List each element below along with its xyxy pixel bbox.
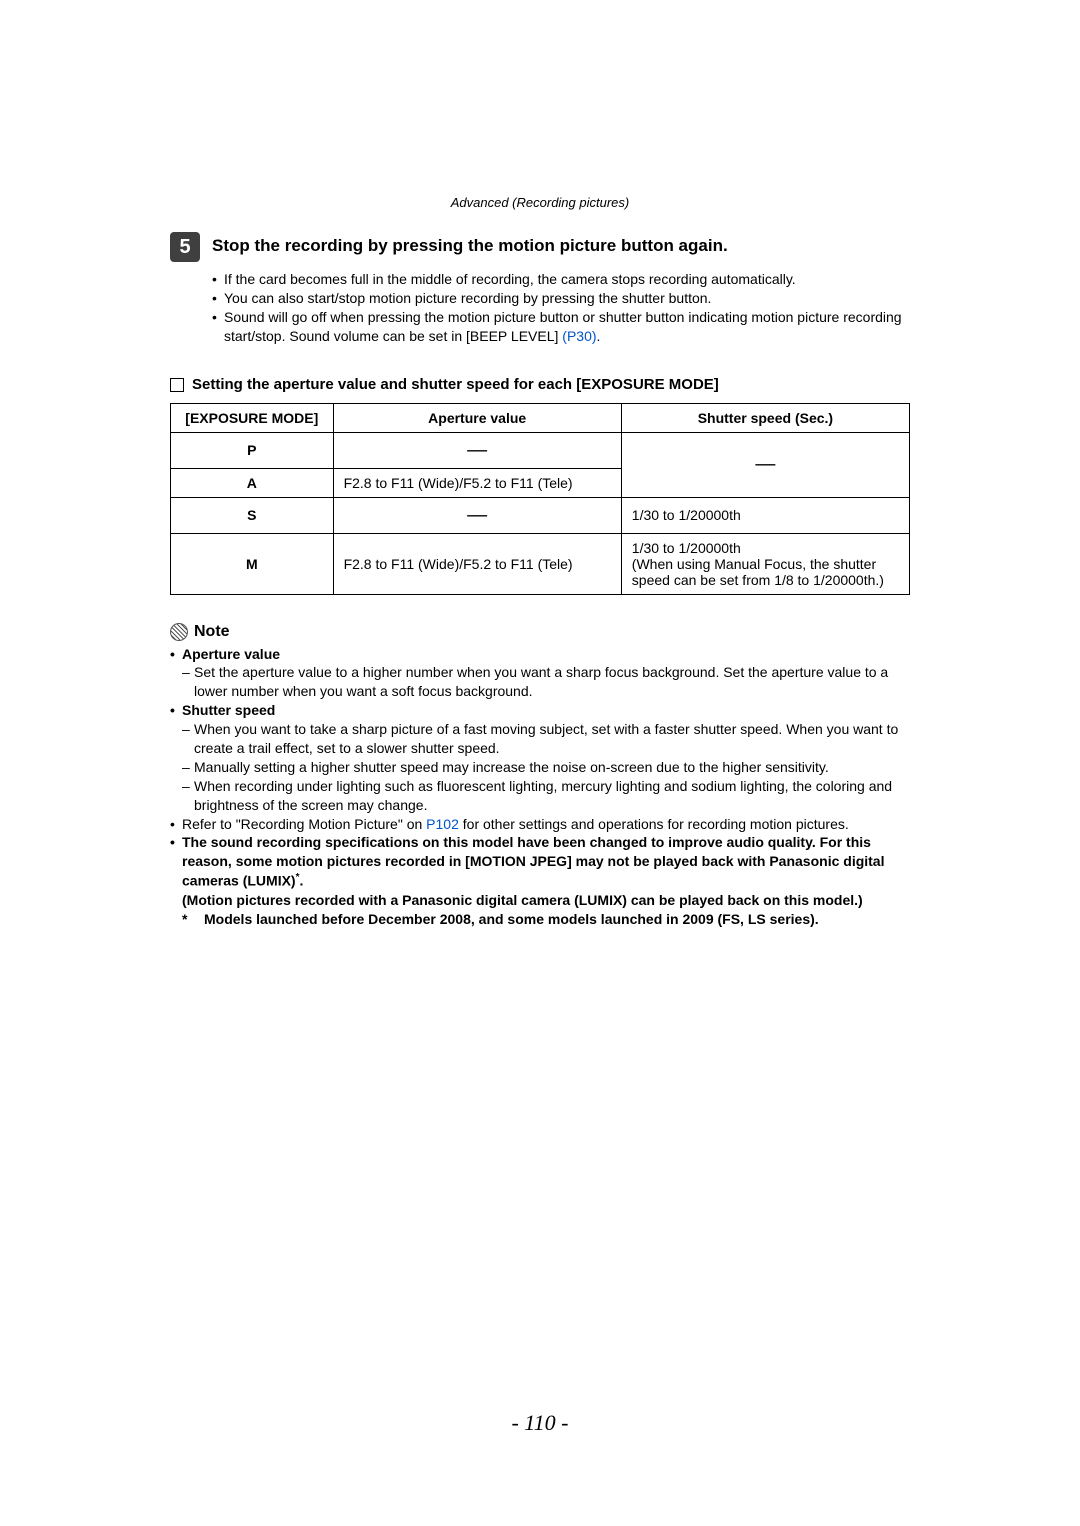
- table-row: P — —: [171, 432, 910, 468]
- footnote-mark: *: [182, 910, 196, 929]
- mode-cell: P: [171, 432, 334, 468]
- section-header: Advanced (Recording pictures): [170, 195, 910, 210]
- table-header: [EXPOSURE MODE]: [171, 403, 334, 432]
- mode-cell: A: [171, 468, 334, 497]
- aperture-cell: F2.8 to F11 (Wide)/F5.2 to F11 (Tele): [333, 468, 621, 497]
- note-text: Refer to "Recording Motion Picture" on: [182, 816, 426, 832]
- step-number-badge: 5: [170, 232, 200, 262]
- page-link[interactable]: (P30): [562, 328, 596, 344]
- page-link[interactable]: P102: [426, 816, 459, 832]
- note-subhead: Aperture value: [170, 645, 910, 664]
- step-bullet: You can also start/stop motion picture r…: [212, 289, 910, 308]
- aperture-cell: F2.8 to F11 (Wide)/F5.2 to F11 (Tele): [333, 533, 621, 594]
- note-block: Note Aperture value Set the aperture val…: [170, 623, 910, 929]
- note-icon: [170, 623, 188, 641]
- exposure-mode-table: [EXPOSURE MODE] Aperture value Shutter s…: [170, 403, 910, 595]
- table-header: Shutter speed (Sec.): [621, 403, 909, 432]
- note-text: The sound recording specifications on th…: [182, 834, 884, 888]
- page-number: - 110 -: [0, 1410, 1080, 1436]
- step-bullet: Sound will go off when pressing the moti…: [212, 308, 910, 346]
- mode-cell: S: [171, 497, 334, 533]
- note-item: Manually setting a higher shutter speed …: [170, 758, 910, 777]
- note-title: Note: [194, 623, 230, 641]
- footnote-row: * Models launched before December 2008, …: [170, 910, 910, 929]
- note-text: (Motion pictures recorded with a Panason…: [182, 892, 863, 908]
- shutter-cell: 1/30 to 1/20000th: [621, 497, 909, 533]
- table-row: S — 1/30 to 1/20000th: [171, 497, 910, 533]
- table-heading-row: Setting the aperture value and shutter s…: [170, 376, 910, 393]
- square-bullet-icon: [170, 378, 184, 392]
- note-item: Refer to "Recording Motion Picture" on P…: [170, 815, 910, 834]
- table-heading: Setting the aperture value and shutter s…: [192, 376, 719, 393]
- step-bullet: If the card becomes full in the middle o…: [212, 270, 910, 289]
- table-row: M F2.8 to F11 (Wide)/F5.2 to F11 (Tele) …: [171, 533, 910, 594]
- aperture-cell: —: [333, 497, 621, 533]
- shutter-cell: —: [621, 432, 909, 497]
- note-text: .: [300, 873, 304, 889]
- footnote-text: Models launched before December 2008, an…: [204, 910, 819, 929]
- aperture-cell: —: [333, 432, 621, 468]
- note-item: Set the aperture value to a higher numbe…: [170, 663, 910, 701]
- note-item: When recording under lighting such as fl…: [170, 777, 910, 815]
- table-header: Aperture value: [333, 403, 621, 432]
- note-text: for other settings and operations for re…: [459, 816, 849, 832]
- note-subhead: Shutter speed: [170, 701, 910, 720]
- step-row: 5 Stop the recording by pressing the mot…: [170, 232, 910, 262]
- note-item: When you want to take a sharp picture of…: [170, 720, 910, 758]
- step-bullet-list: If the card becomes full in the middle o…: [212, 270, 910, 346]
- note-bold-block: The sound recording specifications on th…: [170, 833, 910, 909]
- step-bullet-trailing: .: [597, 328, 601, 344]
- mode-cell: M: [171, 533, 334, 594]
- step-title: Stop the recording by pressing the motio…: [212, 232, 728, 256]
- shutter-cell: 1/30 to 1/20000th (When using Manual Foc…: [621, 533, 909, 594]
